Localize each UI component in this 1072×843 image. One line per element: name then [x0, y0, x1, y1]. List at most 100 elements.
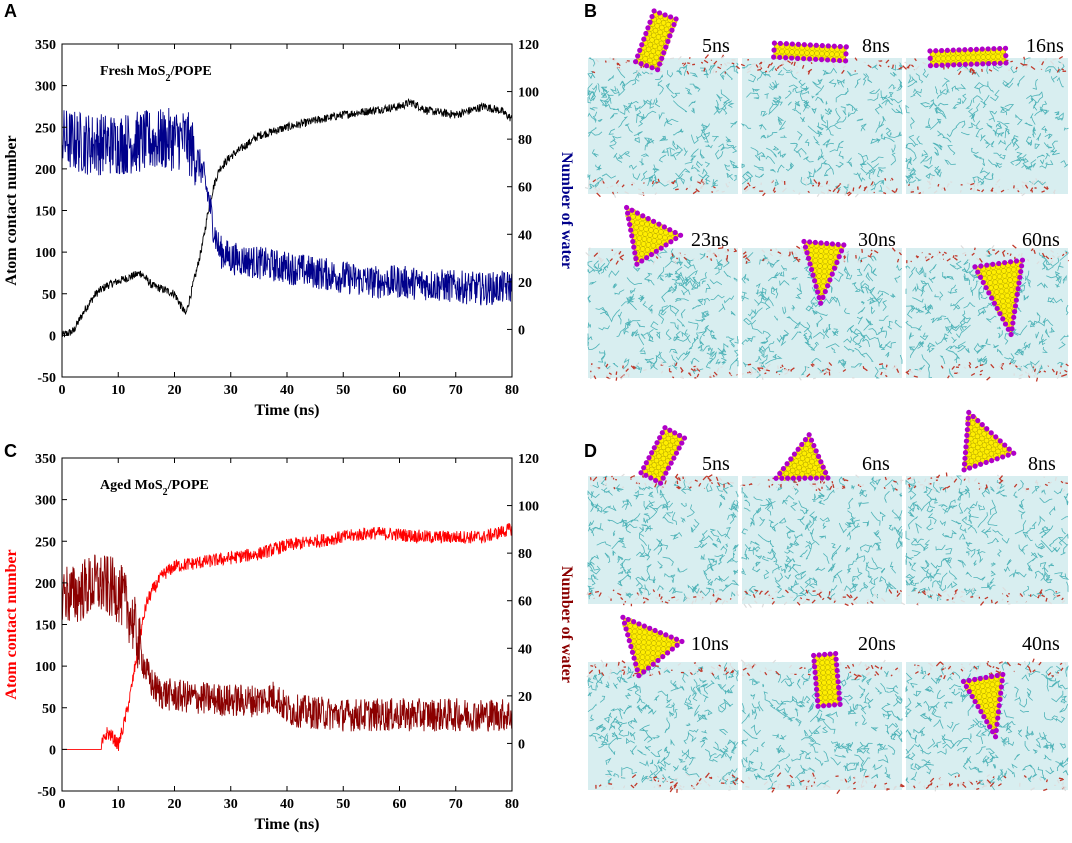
mos2-edge-atom [644, 63, 650, 69]
mos2-atom [970, 431, 976, 437]
mos2-edge-atom [672, 430, 678, 436]
mos2-edge-atom [939, 62, 945, 68]
mos2-edge-atom [631, 655, 637, 661]
mos2-edge-atom [989, 458, 995, 464]
mos2-edge-atom [1002, 321, 1009, 327]
mos2-edge-atom [969, 693, 975, 700]
mos2-atom [639, 654, 646, 660]
membrane-background [588, 58, 738, 194]
mos2-atom [655, 650, 661, 657]
mos2-atom [995, 53, 1001, 60]
mos2-edge-atom [945, 62, 951, 68]
mos2-edge-atom [653, 477, 659, 484]
mos2-edge-atom [986, 290, 992, 296]
mos2-edge-atom [655, 67, 661, 73]
mos2-edge-atom [625, 632, 631, 638]
y-right-tick-label: 60 [518, 181, 532, 196]
mos2-edge-atom [659, 55, 665, 62]
mos2-atom [970, 54, 976, 61]
mos2-atom [819, 660, 825, 666]
mos2-edge-atom [648, 475, 654, 481]
mos2-edge-atom [1007, 259, 1014, 265]
mos2-edge-atom [831, 57, 837, 63]
lipid-membrane [586, 473, 740, 607]
mos2-atom [817, 467, 823, 473]
mos2-edge-atom [927, 55, 933, 61]
mos2-edge-atom [811, 652, 817, 659]
mos2-edge-atom [657, 630, 664, 636]
mos2-edge-atom [1014, 291, 1020, 298]
mos2-edge-atom [641, 669, 647, 675]
mos2-edge-atom [645, 25, 651, 31]
mos2-atom [813, 252, 819, 259]
mos2-atom [794, 49, 800, 55]
mos2-atom [990, 54, 996, 60]
mos2-edge-atom [788, 456, 794, 462]
x-tick-label: 40 [280, 383, 294, 398]
mos2-edge-atom [1006, 446, 1012, 452]
y-right-tick-label: 20 [518, 276, 532, 291]
mos2-edge-atom [785, 475, 791, 481]
mos2-atom [816, 268, 823, 274]
mos2-edge-atom [998, 684, 1004, 690]
membrane-background [906, 476, 1068, 604]
mos2-edge-atom [1005, 326, 1011, 332]
mos2-atom [636, 235, 643, 241]
mos2-edge-atom [668, 239, 674, 245]
mos2-atom [827, 264, 833, 270]
mos2-atom [824, 51, 830, 57]
mos2-edge-atom [623, 204, 630, 211]
mos2-atom [820, 278, 827, 284]
mos2-edge-atom [679, 440, 685, 446]
mos2-edge-atom [681, 435, 688, 441]
mos2-edge-atom [977, 274, 984, 280]
mos2-nanosheet [633, 8, 679, 73]
headgroups-white [594, 55, 738, 75]
mos2-atom [813, 248, 819, 254]
mos2-edge-atom [988, 430, 994, 436]
mos2-edge-atom [777, 40, 784, 47]
mos2-edge-atom [646, 455, 652, 461]
chart-a-ticks: 0 10 20 30 40 50 60 70 80-5005010015020025030035… [35, 38, 539, 398]
panel-d-snapshot-1: 5ns [586, 425, 740, 607]
mos2-edge-atom [963, 444, 969, 450]
mos2-atom [670, 438, 676, 444]
mos2-atom [653, 469, 659, 475]
mos2-atom [640, 644, 646, 650]
mos2-edge-atom [991, 60, 998, 67]
mos2-atom [973, 449, 979, 455]
mos2-edge-atom [812, 664, 818, 670]
headgroups-top [907, 472, 1068, 491]
mos2-atom [827, 689, 833, 695]
mos2-edge-atom [667, 427, 673, 433]
mos2-edge-atom [673, 450, 680, 456]
mos2-edge-atom [655, 657, 661, 664]
mos2-edge-atom [933, 62, 939, 69]
mos2-edge-atom [812, 669, 818, 676]
mos2-edge-atom [1011, 450, 1017, 456]
mos2-edge-atom [972, 264, 978, 270]
mos2-edge-atom [789, 55, 795, 61]
mos2-edge-atom [1000, 316, 1006, 322]
headgroups-white [910, 176, 1056, 197]
mos2-edge-atom [825, 43, 831, 49]
mos2-nanosheet [972, 257, 1026, 338]
mos2-atom [965, 55, 971, 61]
mos2-edge-atom [808, 437, 815, 443]
chart-a-right-axis-label: Number of water [558, 152, 575, 269]
x-tick-label: 80 [505, 383, 519, 398]
mos2-nanosheet [623, 204, 684, 267]
y-left-tick-label: 250 [35, 121, 56, 136]
mos2-edge-atom [639, 258, 645, 264]
mos2-atom [651, 640, 657, 646]
mos2-atom [640, 246, 646, 252]
mos2-edge-atom [638, 61, 644, 67]
mos2-edge-atom [841, 242, 847, 248]
mos2-edge-atom [991, 300, 998, 306]
mos2-atom [825, 674, 832, 680]
mos2-edge-atom [997, 438, 1003, 444]
mos2-atom [935, 56, 941, 62]
mos2-edge-atom [637, 47, 643, 54]
mos2-edge-atom [825, 475, 831, 481]
y-left-tick-label: -50 [37, 785, 56, 800]
